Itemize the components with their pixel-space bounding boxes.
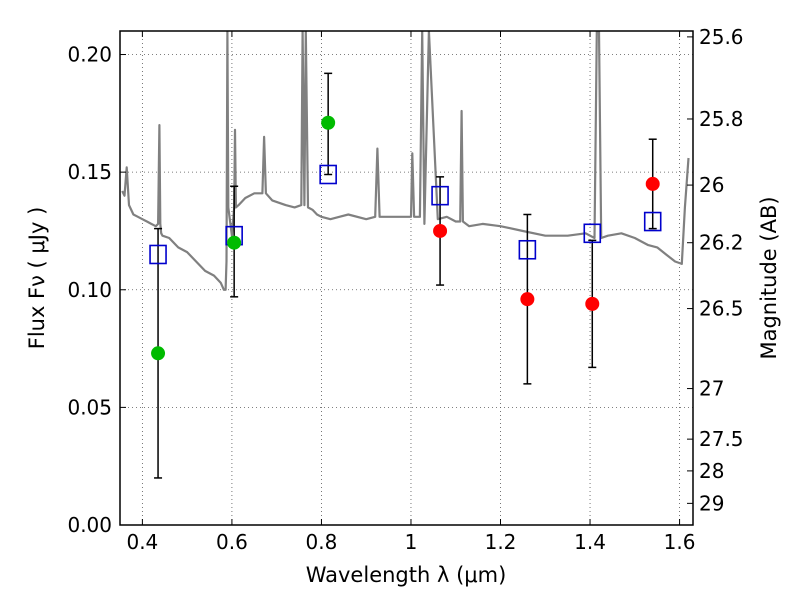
observed-flux-point — [321, 115, 336, 130]
model-square-point — [431, 185, 449, 206]
model-square-point — [643, 211, 662, 232]
y2-tick-label: 25.8 — [699, 107, 744, 131]
observed-flux-point — [520, 292, 535, 307]
y2-tick-label: 29 — [699, 491, 724, 515]
ticks: 0.4 0.6 0.8 1 1.2 1.4 1.6 0.00 0.05 0.10 0.15 0.20 2… — [67, 25, 743, 554]
y2-tick-label: 27.5 — [699, 427, 744, 451]
plot-frame — [119, 30, 694, 526]
data-layer — [121, 31, 690, 479]
x-tick-label: 0.6 — [216, 530, 248, 554]
x-tick-label: 0.8 — [306, 530, 338, 554]
model-square-point — [583, 223, 602, 244]
x-tick-label: 1.2 — [485, 530, 517, 554]
y-axis-label: Flux Fν ( μJy ) — [25, 207, 49, 350]
y2-tick-label: 26.2 — [699, 231, 744, 255]
x-tick-label: 0.4 — [126, 530, 158, 554]
y2-tick-label: 28 — [699, 459, 724, 483]
grid — [120, 31, 693, 526]
y2-axis-label: Magnitude (AB) — [757, 196, 781, 359]
model-square-point — [518, 239, 537, 260]
y-tick-label: 0.15 — [67, 160, 112, 184]
y-tick-label: 0.05 — [67, 395, 112, 419]
observed-flux-point — [645, 176, 660, 191]
model-square-point — [149, 244, 167, 265]
observed-flux-point — [433, 223, 448, 238]
x-tick-label: 1.4 — [574, 530, 606, 554]
observed-flux-point — [227, 235, 242, 250]
y2-tick-label: 26.5 — [699, 297, 744, 321]
y2-tick-label: 26 — [699, 173, 724, 197]
x-tick-label: 1 — [405, 530, 418, 554]
template-spectrum-line — [121, 31, 690, 291]
observed-flux-point — [151, 346, 166, 361]
y-tick-label: 0.10 — [67, 278, 112, 302]
y-tick-label: 0.20 — [67, 43, 112, 67]
y-tick-label: 0.00 — [67, 513, 112, 537]
y2-tick-label: 27 — [699, 377, 724, 401]
x-tick-label: 1.6 — [664, 530, 696, 554]
model-square-point — [319, 164, 337, 185]
y2-tick-label: 25.6 — [699, 25, 744, 49]
observed-flux-point — [585, 296, 600, 311]
x-axis-label: Wavelength λ (μm) — [306, 563, 507, 587]
